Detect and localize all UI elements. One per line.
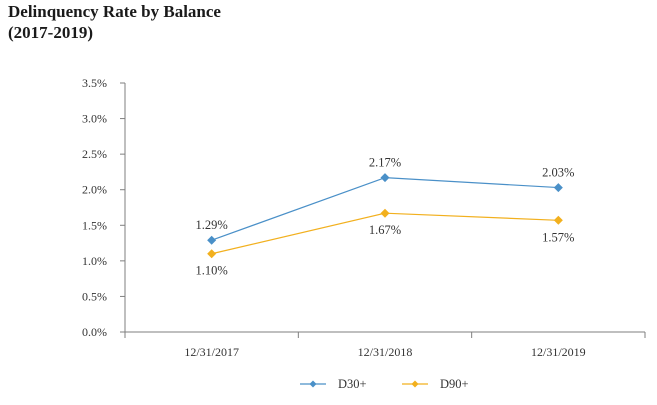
data-point <box>553 215 563 225</box>
y-tick-label: 2.5% <box>82 147 107 161</box>
data-label: 1.29% <box>196 218 228 232</box>
chart-series: 1.29% 2.17% 2.03% 1.10% 1.67% 1.57% <box>196 156 575 278</box>
legend-item: D90+ <box>402 377 469 391</box>
chart-axes: 0.0% 0.5% 1.0% 1.5% 2.0% 2.5% 3.0% 3.5% 12/31/20… <box>82 76 646 359</box>
data-point <box>207 249 217 259</box>
y-tick-label: 1.5% <box>82 218 107 232</box>
y-tick-label: 3.0% <box>82 112 107 126</box>
data-label: 2.03% <box>542 166 574 180</box>
y-tick-label: 2.0% <box>82 183 107 197</box>
chart-title: Delinquency Rate by Balance (2017-2019) <box>8 1 221 43</box>
chart-title-line-2: (2017-2019) <box>8 23 93 42</box>
y-tick-label: 0.0% <box>82 325 107 339</box>
data-label: 2.17% <box>369 156 401 170</box>
series-d90-: 1.10% 1.67% 1.57% <box>196 208 574 278</box>
legend-marker <box>309 380 317 388</box>
y-tick-label: 3.5% <box>82 76 107 90</box>
x-tick-label: 12/31/2018 <box>358 345 413 359</box>
data-label: 1.57% <box>542 230 574 244</box>
legend-marker <box>411 380 419 388</box>
x-tick-label: 12/31/2019 <box>531 345 586 359</box>
data-point <box>207 235 217 245</box>
x-tick-label: 12/31/2017 <box>184 345 239 359</box>
data-point <box>553 183 563 193</box>
y-tick-label: 0.5% <box>82 289 107 303</box>
data-label: 1.10% <box>196 264 228 278</box>
data-point <box>380 208 390 218</box>
series-d30-: 1.29% 2.17% 2.03% <box>196 156 574 245</box>
data-label: 1.67% <box>369 223 401 237</box>
data-point <box>380 173 390 183</box>
chart-legend: D30+ D90+ <box>300 377 469 391</box>
chart-title-line-1: Delinquency Rate by Balance <box>8 2 221 21</box>
legend-item: D30+ <box>300 377 367 391</box>
legend-label: D90+ <box>440 377 469 391</box>
y-tick-label: 1.0% <box>82 254 107 268</box>
legend-label: D30+ <box>338 377 367 391</box>
